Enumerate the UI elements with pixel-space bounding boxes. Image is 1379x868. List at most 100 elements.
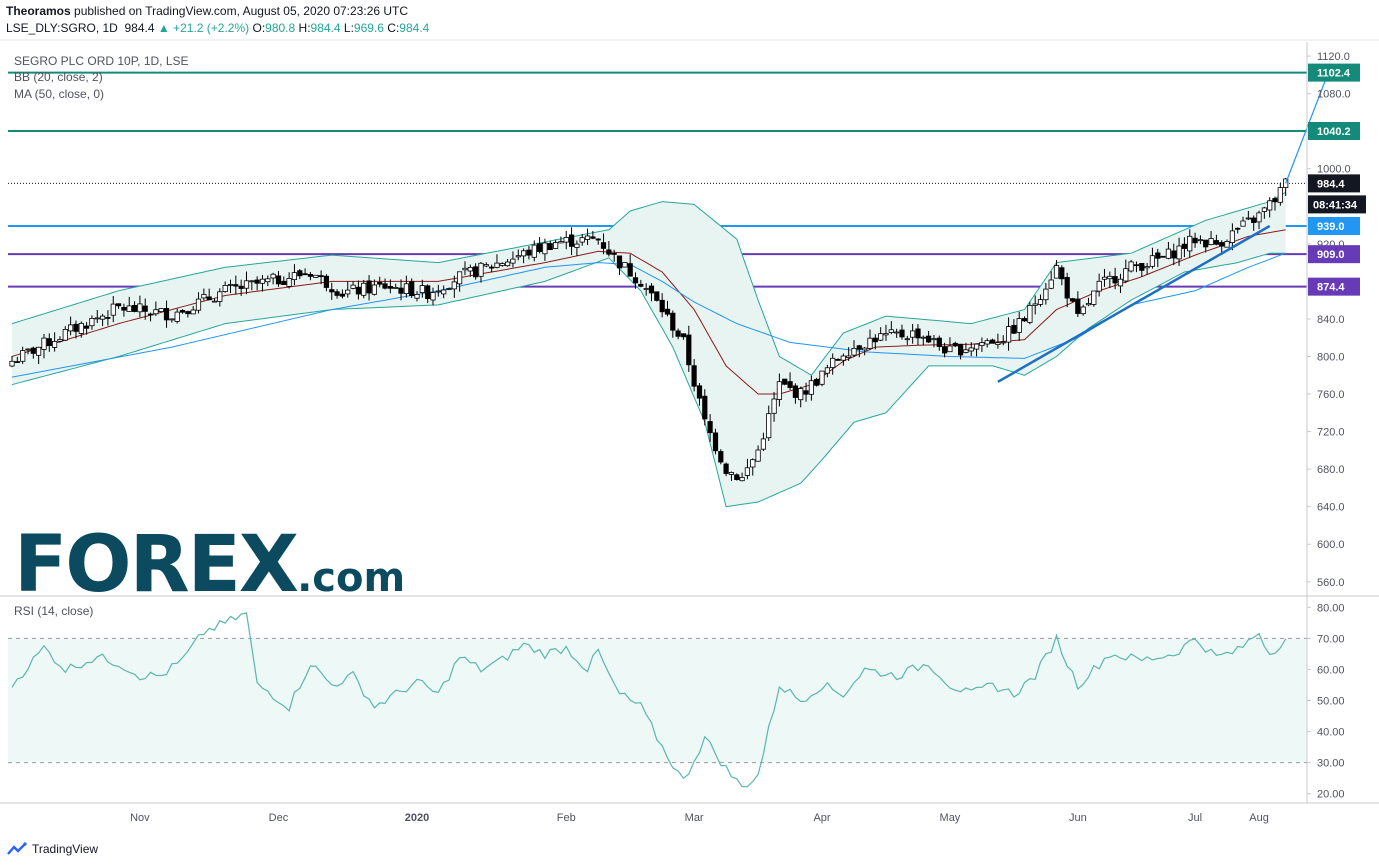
candle-down — [105, 316, 111, 319]
candle-down — [648, 285, 655, 294]
candle-up — [510, 258, 516, 264]
candle-down — [185, 311, 191, 315]
candle-down — [307, 273, 314, 277]
candle-down — [872, 337, 878, 343]
candle-up — [286, 278, 292, 287]
bb-legend[interactable]: BB (20, close, 2) — [14, 70, 103, 84]
candle-up — [1053, 265, 1060, 279]
candle-down — [1064, 276, 1070, 299]
rsi-tick-label: 80.00 — [1317, 602, 1345, 614]
candle-down — [1272, 198, 1278, 203]
candle-down — [302, 273, 308, 276]
candle-up — [1144, 266, 1150, 269]
candle-up — [947, 345, 953, 353]
candle-up — [1176, 245, 1182, 260]
candle-down — [254, 279, 260, 284]
candle-down — [121, 306, 127, 311]
candle-up — [1091, 290, 1097, 305]
candle-up — [291, 272, 298, 281]
candle-up — [20, 350, 26, 362]
candle-down — [600, 242, 607, 249]
candle-up — [1043, 288, 1049, 301]
tradingview-logo[interactable]: TradingView — [6, 842, 98, 856]
candle-up — [584, 235, 591, 240]
candle-up — [435, 290, 441, 293]
time-tick-label: Feb — [557, 812, 576, 824]
candle-down — [163, 307, 170, 321]
candle-up — [1107, 275, 1113, 280]
candle-down — [915, 328, 921, 339]
candle-up — [984, 340, 990, 345]
candle-up — [456, 271, 463, 285]
chart-title[interactable]: SEGRO PLC ORD 10P, 1D, LSE — [14, 54, 189, 68]
candle-down — [1171, 250, 1177, 259]
candle-down — [707, 421, 713, 434]
rsi-tick-label: 20.00 — [1317, 789, 1345, 801]
candle-up — [1197, 239, 1203, 242]
price-label-box — [1308, 121, 1360, 140]
candle-down — [814, 378, 820, 386]
candle-up — [403, 283, 410, 294]
ma-legend[interactable]: MA (50, close, 0) — [14, 87, 105, 101]
rsi-tick-label: 60.00 — [1317, 664, 1345, 676]
candle-up — [1240, 220, 1246, 227]
candle-up — [414, 293, 420, 299]
rsi-legend[interactable]: RSI (14, close) — [14, 604, 94, 618]
candle-up — [553, 242, 559, 249]
candle-up — [862, 347, 868, 351]
candle-up — [963, 349, 969, 353]
time-tick-label: 2020 — [405, 812, 429, 824]
candle-down — [116, 303, 122, 307]
candle-down — [1160, 255, 1166, 258]
candle-up — [1277, 187, 1283, 203]
candle-up — [259, 278, 266, 284]
close-label: C: — [387, 21, 400, 35]
candle-up — [158, 308, 164, 313]
candle-up — [227, 283, 234, 286]
candle-down — [14, 361, 20, 364]
candle-up — [36, 346, 42, 356]
candle-down — [611, 252, 617, 255]
author-name[interactable]: Theoramos — [6, 4, 71, 18]
candle-up — [622, 262, 628, 268]
candle-down — [1192, 237, 1198, 244]
candle-up — [446, 288, 452, 290]
candle-up — [499, 263, 505, 266]
candle-up — [243, 280, 250, 289]
price-label-text: 939.0 — [1317, 221, 1345, 233]
candle-up — [467, 267, 473, 272]
forex-logo: FOREX.com — [14, 520, 406, 610]
candle-down — [990, 339, 996, 344]
candle-up — [819, 370, 825, 385]
candle-up — [265, 278, 271, 283]
price-label-text: 1102.4 — [1317, 68, 1351, 80]
candle-down — [547, 243, 553, 250]
candle-down — [1075, 298, 1081, 314]
price-label-box — [1308, 277, 1360, 296]
candle-down — [1213, 240, 1219, 245]
candle-up — [968, 347, 974, 352]
candle-up — [52, 341, 58, 348]
candle-down — [627, 263, 633, 277]
time-tick-label: Jun — [1069, 812, 1087, 824]
candle-down — [339, 293, 346, 297]
candle-down — [691, 365, 697, 387]
candle-up — [888, 329, 894, 333]
candle-down — [73, 323, 79, 332]
candle-up — [1027, 304, 1033, 323]
countdown-text: 08:41:34 — [1313, 199, 1358, 211]
candle-up — [771, 398, 777, 414]
candle-up — [1256, 212, 1262, 223]
candle-down — [664, 308, 671, 315]
candle-up — [766, 413, 772, 439]
candle-down — [595, 238, 601, 241]
candle-down — [606, 249, 612, 255]
price-label-text: 909.0 — [1317, 249, 1345, 261]
candle-up — [1165, 248, 1171, 259]
price-label-text: 1040.2 — [1317, 126, 1351, 138]
candle-down — [734, 474, 740, 480]
candle-down — [1011, 324, 1017, 334]
candle-up — [25, 348, 31, 351]
candle-down — [680, 333, 687, 338]
